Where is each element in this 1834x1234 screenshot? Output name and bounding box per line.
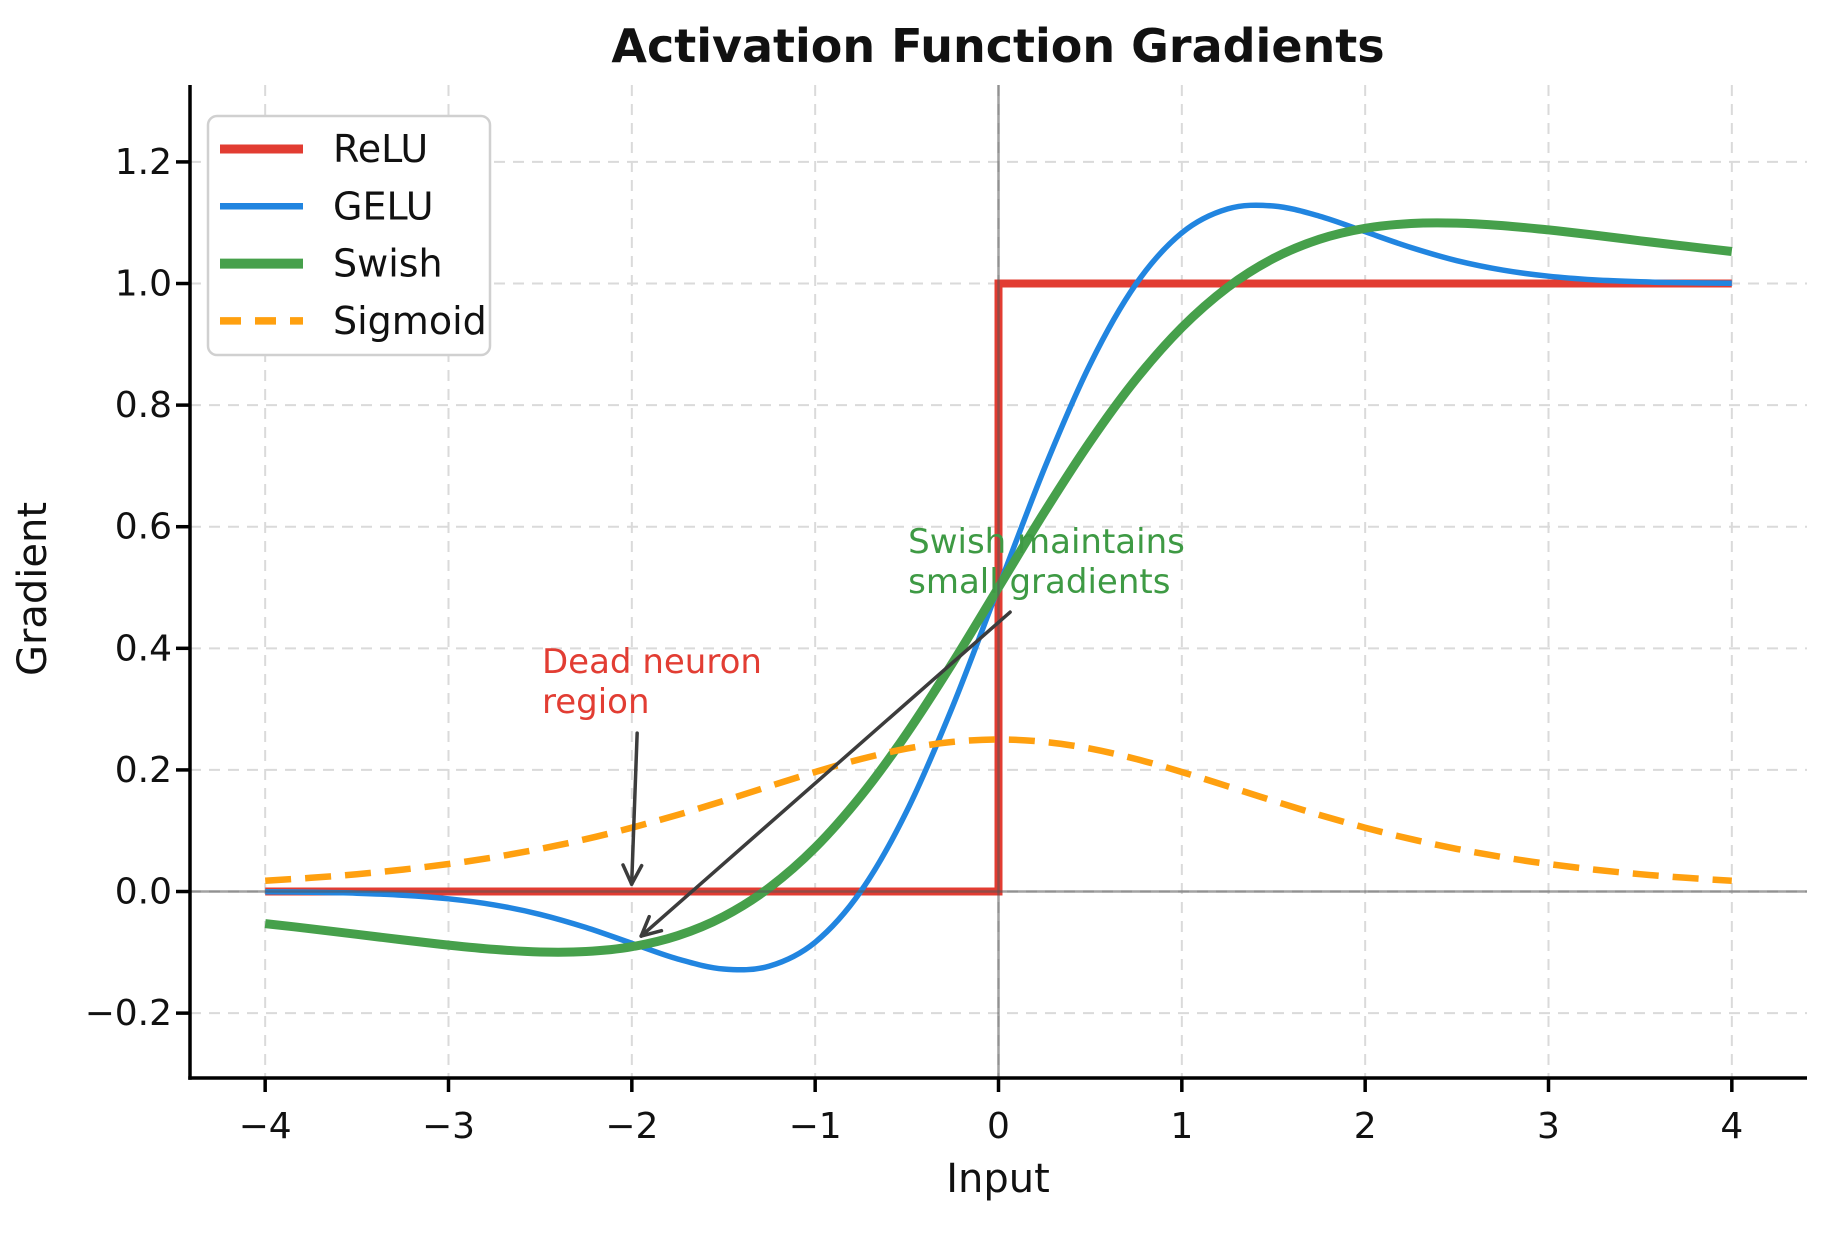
x-tick-label: −3 [422, 1106, 475, 1147]
annotation-text-line: Swish maintains [908, 522, 1185, 562]
legend-label-sigmoid: Sigmoid [333, 299, 487, 343]
legend-box [206, 114, 492, 357]
x-tick-label: 3 [1537, 1106, 1560, 1147]
legend-label-relu: ReLU [333, 127, 428, 171]
legend-label-swish: Swish [333, 242, 443, 286]
x-tick-label: −4 [239, 1106, 292, 1147]
annotation-arrow-shaft [639, 610, 1012, 938]
annotation-text-line: Dead neuron [542, 642, 762, 682]
y-tick-label: 0.4 [115, 628, 172, 669]
chart-title: Activation Function Gradients [611, 19, 1384, 73]
annotation-text-line: small gradients [908, 562, 1170, 602]
x-tick-label: 4 [1720, 1106, 1743, 1147]
annotation-arrow-head [621, 863, 634, 886]
annotation-arrow-head [639, 914, 651, 938]
annotation-arrow-head [629, 863, 644, 886]
legend-item-gelu: GELU [220, 184, 434, 228]
y-axis-label: Gradient [10, 502, 56, 676]
x-tick-label: 0 [987, 1106, 1010, 1147]
x-tick-label: 2 [1354, 1106, 1377, 1147]
annotation-arrow-head [639, 928, 664, 938]
x-tick-label: −2 [605, 1106, 658, 1147]
axes-layer [176, 85, 1807, 1092]
legend-label-gelu: GELU [333, 184, 434, 228]
y-tick-label: 0.0 [115, 872, 172, 913]
curve-sigmoid [264, 736, 1733, 885]
annotation-text-line: region [542, 682, 650, 722]
y-tick-label: 0.6 [115, 507, 172, 548]
x-tick-label: 1 [1170, 1106, 1193, 1147]
x-axis-label: Input [946, 1156, 1050, 1202]
x-tick-label: −1 [789, 1106, 842, 1147]
legend-item-relu: ReLU [220, 127, 428, 171]
annotation-arrow-shaft [629, 731, 639, 886]
y-tick-label: 1.0 [115, 264, 172, 305]
y-tick-label: 1.2 [115, 142, 172, 183]
y-tick-label: 0.2 [115, 750, 172, 791]
tick-labels-layer: −4 −3 −2 −1 0 1 2 3 4 −0.2 0.0 0.2 0.4 0.6 0.8 1.0 1.2 [85, 142, 1744, 1147]
zero-lines-layer [190, 85, 1807, 1078]
y-tick-label: 0.8 [115, 385, 172, 426]
legend: ReLU GELU Swish Sigmoid [206, 114, 492, 357]
y-tick-label: −0.2 [85, 993, 172, 1034]
legend-item-sigmoid: Sigmoid [220, 299, 487, 343]
legend-item-swish: Swish [220, 242, 443, 286]
